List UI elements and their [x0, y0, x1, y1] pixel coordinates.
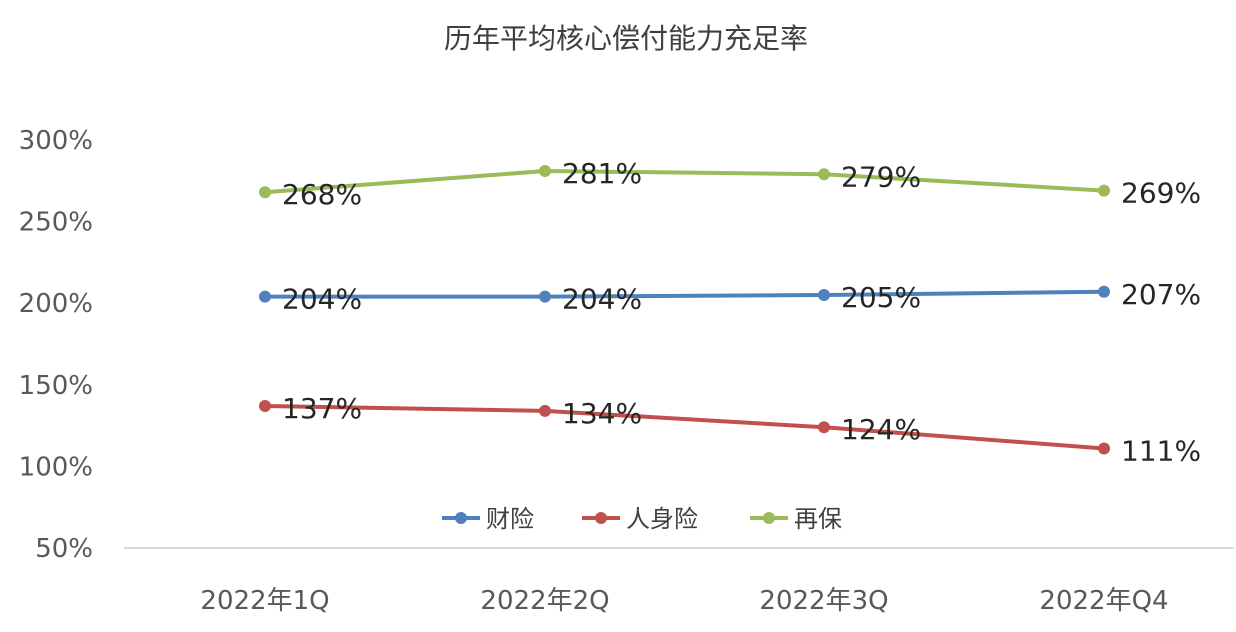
data-labels: 204% 204% 205% 207% 137% 134% 124% 111% 268% 281%… — [282, 157, 1201, 467]
y-tick-label: 250% — [19, 208, 93, 238]
y-tick-label: 50% — [35, 534, 93, 564]
series-line — [263, 289, 1106, 299]
series-point — [1098, 285, 1110, 298]
series-line — [263, 404, 1106, 451]
series-point — [539, 404, 551, 417]
data-label: 279% — [841, 160, 921, 193]
data-label: 269% — [1121, 177, 1201, 210]
legend-marker — [763, 512, 775, 524]
x-tick-label: 2022年2Q — [480, 586, 609, 616]
legend-label: 再保 — [794, 505, 842, 533]
series-layer — [259, 165, 1110, 455]
data-label: 281% — [562, 157, 642, 190]
data-label: 268% — [282, 178, 362, 211]
data-label: 137% — [282, 392, 362, 425]
legend-marker — [455, 512, 467, 524]
legend-marker — [595, 512, 607, 524]
data-label: 207% — [1121, 278, 1201, 311]
series-point — [818, 289, 830, 302]
x-tick-label: 2022年1Q — [200, 586, 329, 616]
legend-label: 财险 — [486, 505, 534, 533]
series-point — [539, 165, 551, 178]
data-label: 204% — [562, 283, 642, 316]
y-axis: 50% 100% 150% 200% 250% 300% — [19, 126, 93, 564]
series-point — [818, 421, 830, 434]
x-tick-label: 2022年Q4 — [1039, 586, 1168, 616]
y-tick-label: 200% — [19, 289, 93, 319]
series-line — [263, 169, 1106, 195]
series-point — [1098, 442, 1110, 455]
legend: 财险 人身险 再保 — [442, 505, 842, 533]
chart-title: 历年平均核心偿付能力充足率 — [444, 22, 808, 55]
data-label: 204% — [282, 283, 362, 316]
series-point — [818, 168, 830, 181]
x-tick-label: 2022年3Q — [759, 586, 888, 616]
data-label: 205% — [841, 281, 921, 314]
data-label: 124% — [841, 413, 921, 446]
series-point — [1098, 184, 1110, 197]
series-point — [259, 400, 271, 413]
x-axis: 2022年1Q 2022年2Q 2022年3Q 2022年Q4 — [200, 586, 1168, 616]
series-point — [539, 290, 551, 303]
y-tick-label: 150% — [19, 371, 93, 401]
series-point — [259, 186, 271, 199]
data-label: 134% — [562, 397, 642, 430]
legend-label: 人身险 — [626, 505, 698, 533]
series-point — [259, 290, 271, 303]
y-tick-label: 100% — [19, 452, 93, 482]
y-tick-label: 300% — [19, 126, 93, 156]
data-label: 111% — [1121, 434, 1201, 467]
